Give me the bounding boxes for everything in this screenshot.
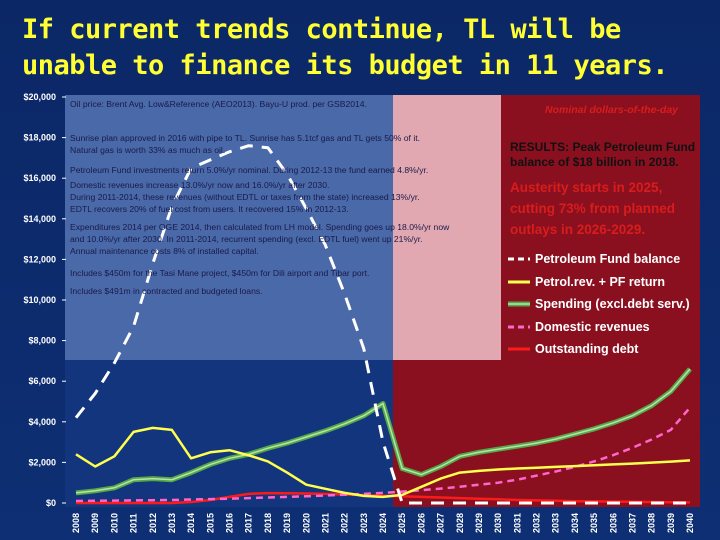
note-3: Natural gas is worth 33% as much as oil.: [70, 145, 225, 155]
note-4: Petroleum Fund investments return 5.0%/y…: [70, 165, 428, 175]
x-tick-label: 2011: [129, 513, 139, 533]
x-tick-label: 2020: [301, 513, 311, 533]
x-tick-label: 2028: [455, 513, 465, 533]
x-tick-label: 2036: [608, 513, 618, 533]
y-axis-ticks: $0 $2,000 $4,000 $6,000 $8,000 $10,000 $12,000…: [23, 92, 56, 508]
results-line-2: balance of $18 billion in 2018.: [510, 155, 679, 169]
x-tick-label: 2009: [90, 513, 100, 533]
y-tick-label: $12,000: [23, 254, 56, 264]
y-tick-label: $2,000: [28, 457, 56, 467]
x-tick-label: 2023: [359, 513, 369, 533]
x-tick-label: 2026: [416, 513, 426, 533]
x-tick-label: 2008: [71, 513, 81, 533]
series-layer: [74, 144, 692, 505]
x-tick-label: 2032: [532, 513, 542, 533]
series-line-spending-highlight: [75, 368, 691, 494]
y-tick-label: $20,000: [23, 92, 56, 102]
x-tick-label: 2038: [647, 513, 657, 533]
y-tick-label: $4,000: [28, 417, 56, 427]
series-line-petrol-rev: [75, 426, 691, 499]
x-tick-label: 2018: [263, 513, 273, 533]
y-tick-label: $16,000: [23, 173, 56, 183]
x-tick-label: 2029: [474, 513, 484, 533]
legend-label-spending: Spending (excl.debt serv.): [535, 297, 690, 311]
series-line-domestic: [75, 406, 691, 503]
note-7: EDTL recovers 20% of fuel cost from user…: [70, 204, 349, 214]
series-line-petroleum-fund: [74, 144, 690, 505]
note-6: During 2011-2014, these revenues (withou…: [70, 192, 420, 202]
legend-label-debt: Outstanding debt: [535, 342, 639, 356]
legend: Petroleum Fund balance Petrol.rev. + PF …: [508, 252, 690, 356]
nominal-label: Nominal dollars-of-the-day: [545, 104, 679, 116]
y-tick-label: $8,000: [28, 336, 56, 346]
x-tick-label: 2021: [320, 513, 330, 533]
x-tick-label: 2013: [167, 513, 177, 533]
lower-left-area: [65, 360, 393, 507]
austerity-line-2: cutting 73% from planned: [510, 201, 675, 216]
x-tick-label: 2037: [627, 513, 637, 533]
y-tick-label: $18,000: [23, 133, 56, 143]
x-tick-label: 2033: [551, 513, 561, 533]
slide-title: If current trends continue, TL will be u…: [22, 14, 668, 81]
x-tick-label: 2039: [666, 513, 676, 533]
note-12: Includes $491m in contracted and budgete…: [70, 286, 263, 296]
assumption-notes: Oil price: Brent Avg. Low&Reference (AEO…: [70, 99, 450, 296]
x-tick-label: 2035: [589, 513, 599, 533]
x-tick-label: 2024: [378, 513, 388, 533]
plot-area-lower-right: [393, 360, 700, 507]
note-2: Sunrise plan approved in 2016 with pipe …: [70, 133, 420, 143]
x-axis-ticks: 2008 2009 2010 2011 2012 2013 2014 2015 2016 2017…: [71, 513, 695, 533]
results-line-1: RESULTS: Peak Petroleum Fund: [510, 140, 695, 154]
y-tick-label: $0: [46, 498, 56, 508]
x-tick-label: 2019: [282, 513, 292, 533]
gridlines: [62, 96, 66, 504]
x-tick-label: 2027: [436, 513, 446, 533]
x-tick-label: 2016: [225, 513, 235, 533]
note-9: and 10.0%/yr after 2030. In 2011-2014, r…: [70, 234, 423, 244]
austerity-line-1: Austerity starts in 2025,: [510, 180, 662, 195]
y-tick-label: $14,000: [23, 214, 56, 224]
plot-area-left: [65, 95, 393, 360]
x-tick-label: 2040: [685, 513, 695, 533]
x-tick-label: 2031: [512, 513, 522, 533]
x-tick-label: 2017: [244, 513, 254, 533]
legend-label-domestic: Domestic revenues: [535, 320, 650, 334]
y-tick-label: $10,000: [23, 295, 56, 305]
note-10: Annual maintenance costs 8% of installed…: [70, 246, 259, 256]
austerity-line-3: outlays in 2026-2029.: [510, 222, 645, 237]
note-8: Expenditures 2014 per OGE 2014, then cal…: [70, 222, 450, 232]
x-tick-label: 2030: [493, 513, 503, 533]
y-tick-label: $6,000: [28, 376, 56, 386]
x-tick-label: 2010: [109, 513, 119, 533]
legend-label-petrol-rev: Petrol.rev. + PF return: [535, 275, 665, 289]
x-tick-label: 2012: [148, 513, 158, 533]
x-tick-label: 2014: [186, 513, 196, 533]
note-11: Includes $450m for the Tasi Mane project…: [70, 268, 369, 278]
x-tick-label: 2022: [340, 513, 350, 533]
x-tick-label: 2015: [205, 513, 215, 533]
pink-box: [393, 95, 501, 360]
note-1: Oil price: Brent Avg. Low&Reference (AEO…: [70, 99, 367, 109]
x-tick-label: 2034: [570, 513, 580, 533]
note-5: Domestic revenues increase 13.0%/yr now …: [70, 180, 329, 190]
x-tick-label: 2025: [397, 513, 407, 533]
legend-label-petroleum-fund: Petroleum Fund balance: [535, 252, 680, 266]
